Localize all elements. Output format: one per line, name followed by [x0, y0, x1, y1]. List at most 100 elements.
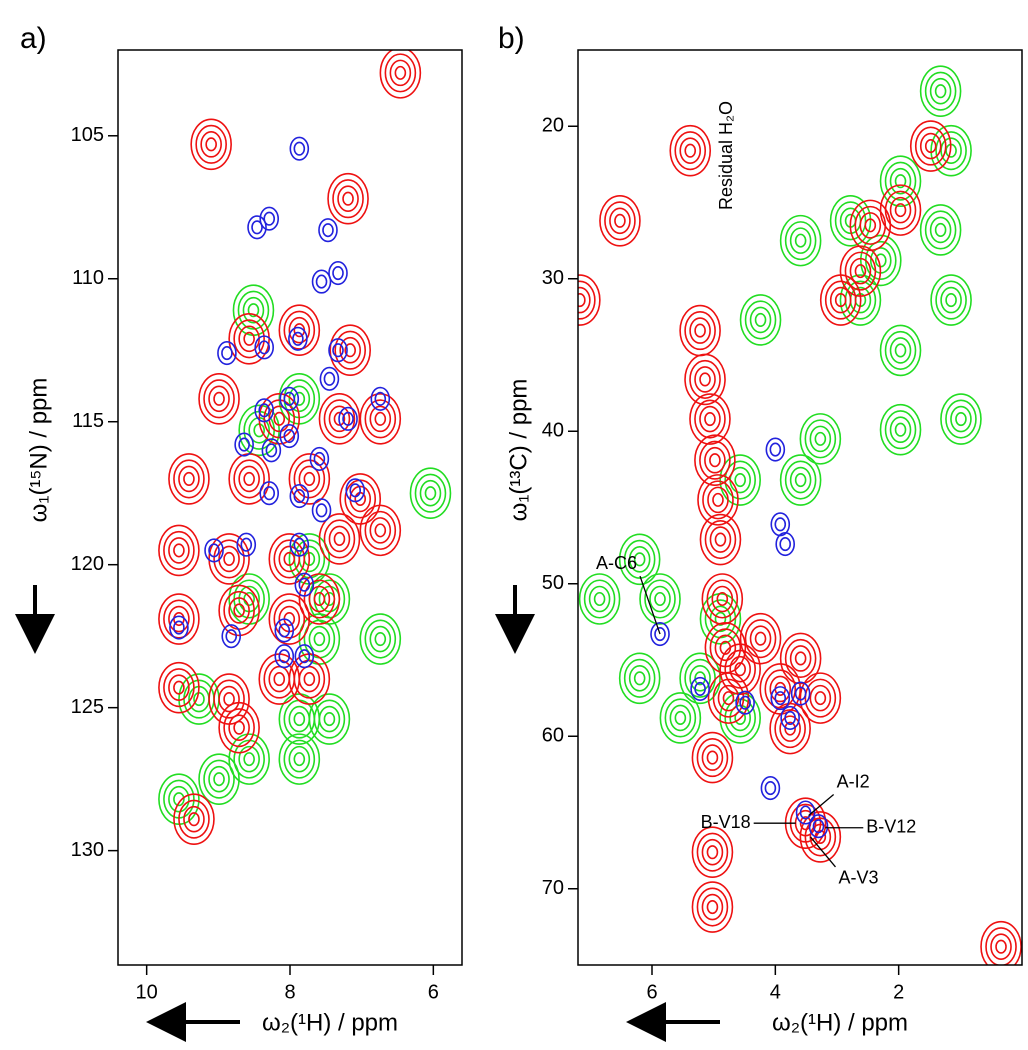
peak [288, 326, 308, 351]
peak [338, 406, 358, 431]
contour [333, 411, 346, 426]
contour [704, 519, 737, 560]
contour [278, 304, 321, 357]
contour [238, 404, 280, 457]
plot-area [158, 50, 452, 845]
contour [734, 472, 746, 488]
contour [774, 691, 787, 706]
contour [298, 577, 311, 592]
peak [268, 593, 311, 645]
contour [691, 881, 734, 933]
peak [234, 432, 254, 457]
contour [684, 353, 726, 406]
contour [799, 805, 812, 820]
contour [173, 459, 205, 499]
contour [394, 65, 407, 80]
contour [696, 738, 729, 778]
contour [706, 899, 719, 915]
contour [829, 195, 872, 247]
contour [329, 324, 372, 377]
contour [795, 800, 816, 825]
contour [889, 416, 912, 444]
contour [609, 207, 631, 235]
contour [228, 714, 250, 741]
contour [889, 337, 912, 364]
peak [679, 304, 721, 357]
contour [178, 465, 200, 493]
contour [333, 531, 346, 547]
peak [739, 294, 782, 346]
contour [278, 649, 291, 664]
contour [279, 386, 300, 411]
contour [789, 227, 812, 254]
x-tick-label: 8 [284, 981, 295, 1003]
contour [308, 625, 331, 653]
peak [228, 453, 270, 505]
contour [279, 423, 300, 449]
peak [158, 524, 200, 577]
peak [618, 652, 661, 705]
y-tick-label: 30 [542, 267, 564, 289]
contour [689, 393, 731, 445]
contour [704, 411, 716, 427]
peak [919, 65, 962, 117]
contour [945, 293, 957, 308]
contour [701, 573, 744, 625]
contour [283, 551, 296, 567]
contour [293, 752, 306, 767]
peak [409, 467, 452, 520]
contour [884, 330, 917, 370]
contour [311, 269, 332, 294]
contour [261, 438, 282, 463]
contour [233, 720, 245, 735]
peak [690, 676, 710, 702]
contour [754, 631, 767, 646]
annotation-label: B-V18 [701, 812, 751, 832]
contour [370, 386, 391, 411]
contour [183, 471, 195, 486]
contour [228, 453, 270, 505]
contour [293, 537, 306, 552]
contour [273, 539, 306, 579]
peak [247, 215, 267, 240]
contour [760, 776, 781, 801]
contour [659, 692, 702, 744]
contour [809, 684, 832, 712]
contour [349, 483, 362, 498]
contour [342, 191, 354, 206]
contour [243, 471, 255, 486]
contour [253, 423, 265, 438]
contour [200, 131, 222, 158]
contour [195, 124, 227, 164]
contour [274, 618, 295, 643]
contour [188, 812, 200, 827]
peak [359, 613, 402, 665]
contour [168, 785, 190, 813]
contour [273, 411, 286, 426]
peak [311, 498, 332, 523]
contour [699, 513, 742, 566]
contour [696, 887, 729, 927]
contour [934, 222, 947, 237]
contour [649, 585, 671, 613]
contour [268, 665, 291, 693]
contour [228, 733, 270, 785]
contour [919, 132, 942, 160]
contour [359, 504, 402, 557]
contour [168, 453, 210, 505]
peak [308, 693, 351, 745]
contour [258, 653, 301, 705]
contour [247, 303, 260, 318]
contour [208, 765, 230, 793]
contour [696, 832, 729, 872]
contour [169, 615, 189, 640]
contour [578, 280, 596, 320]
peak [775, 532, 796, 557]
contour [289, 484, 310, 509]
contour [780, 705, 800, 731]
contour [924, 71, 957, 111]
annotation-label: A-C6 [596, 553, 637, 573]
contour [834, 293, 847, 308]
x-axis-label: ω₂(¹H) / ppm [772, 1009, 908, 1036]
contour [664, 698, 697, 738]
